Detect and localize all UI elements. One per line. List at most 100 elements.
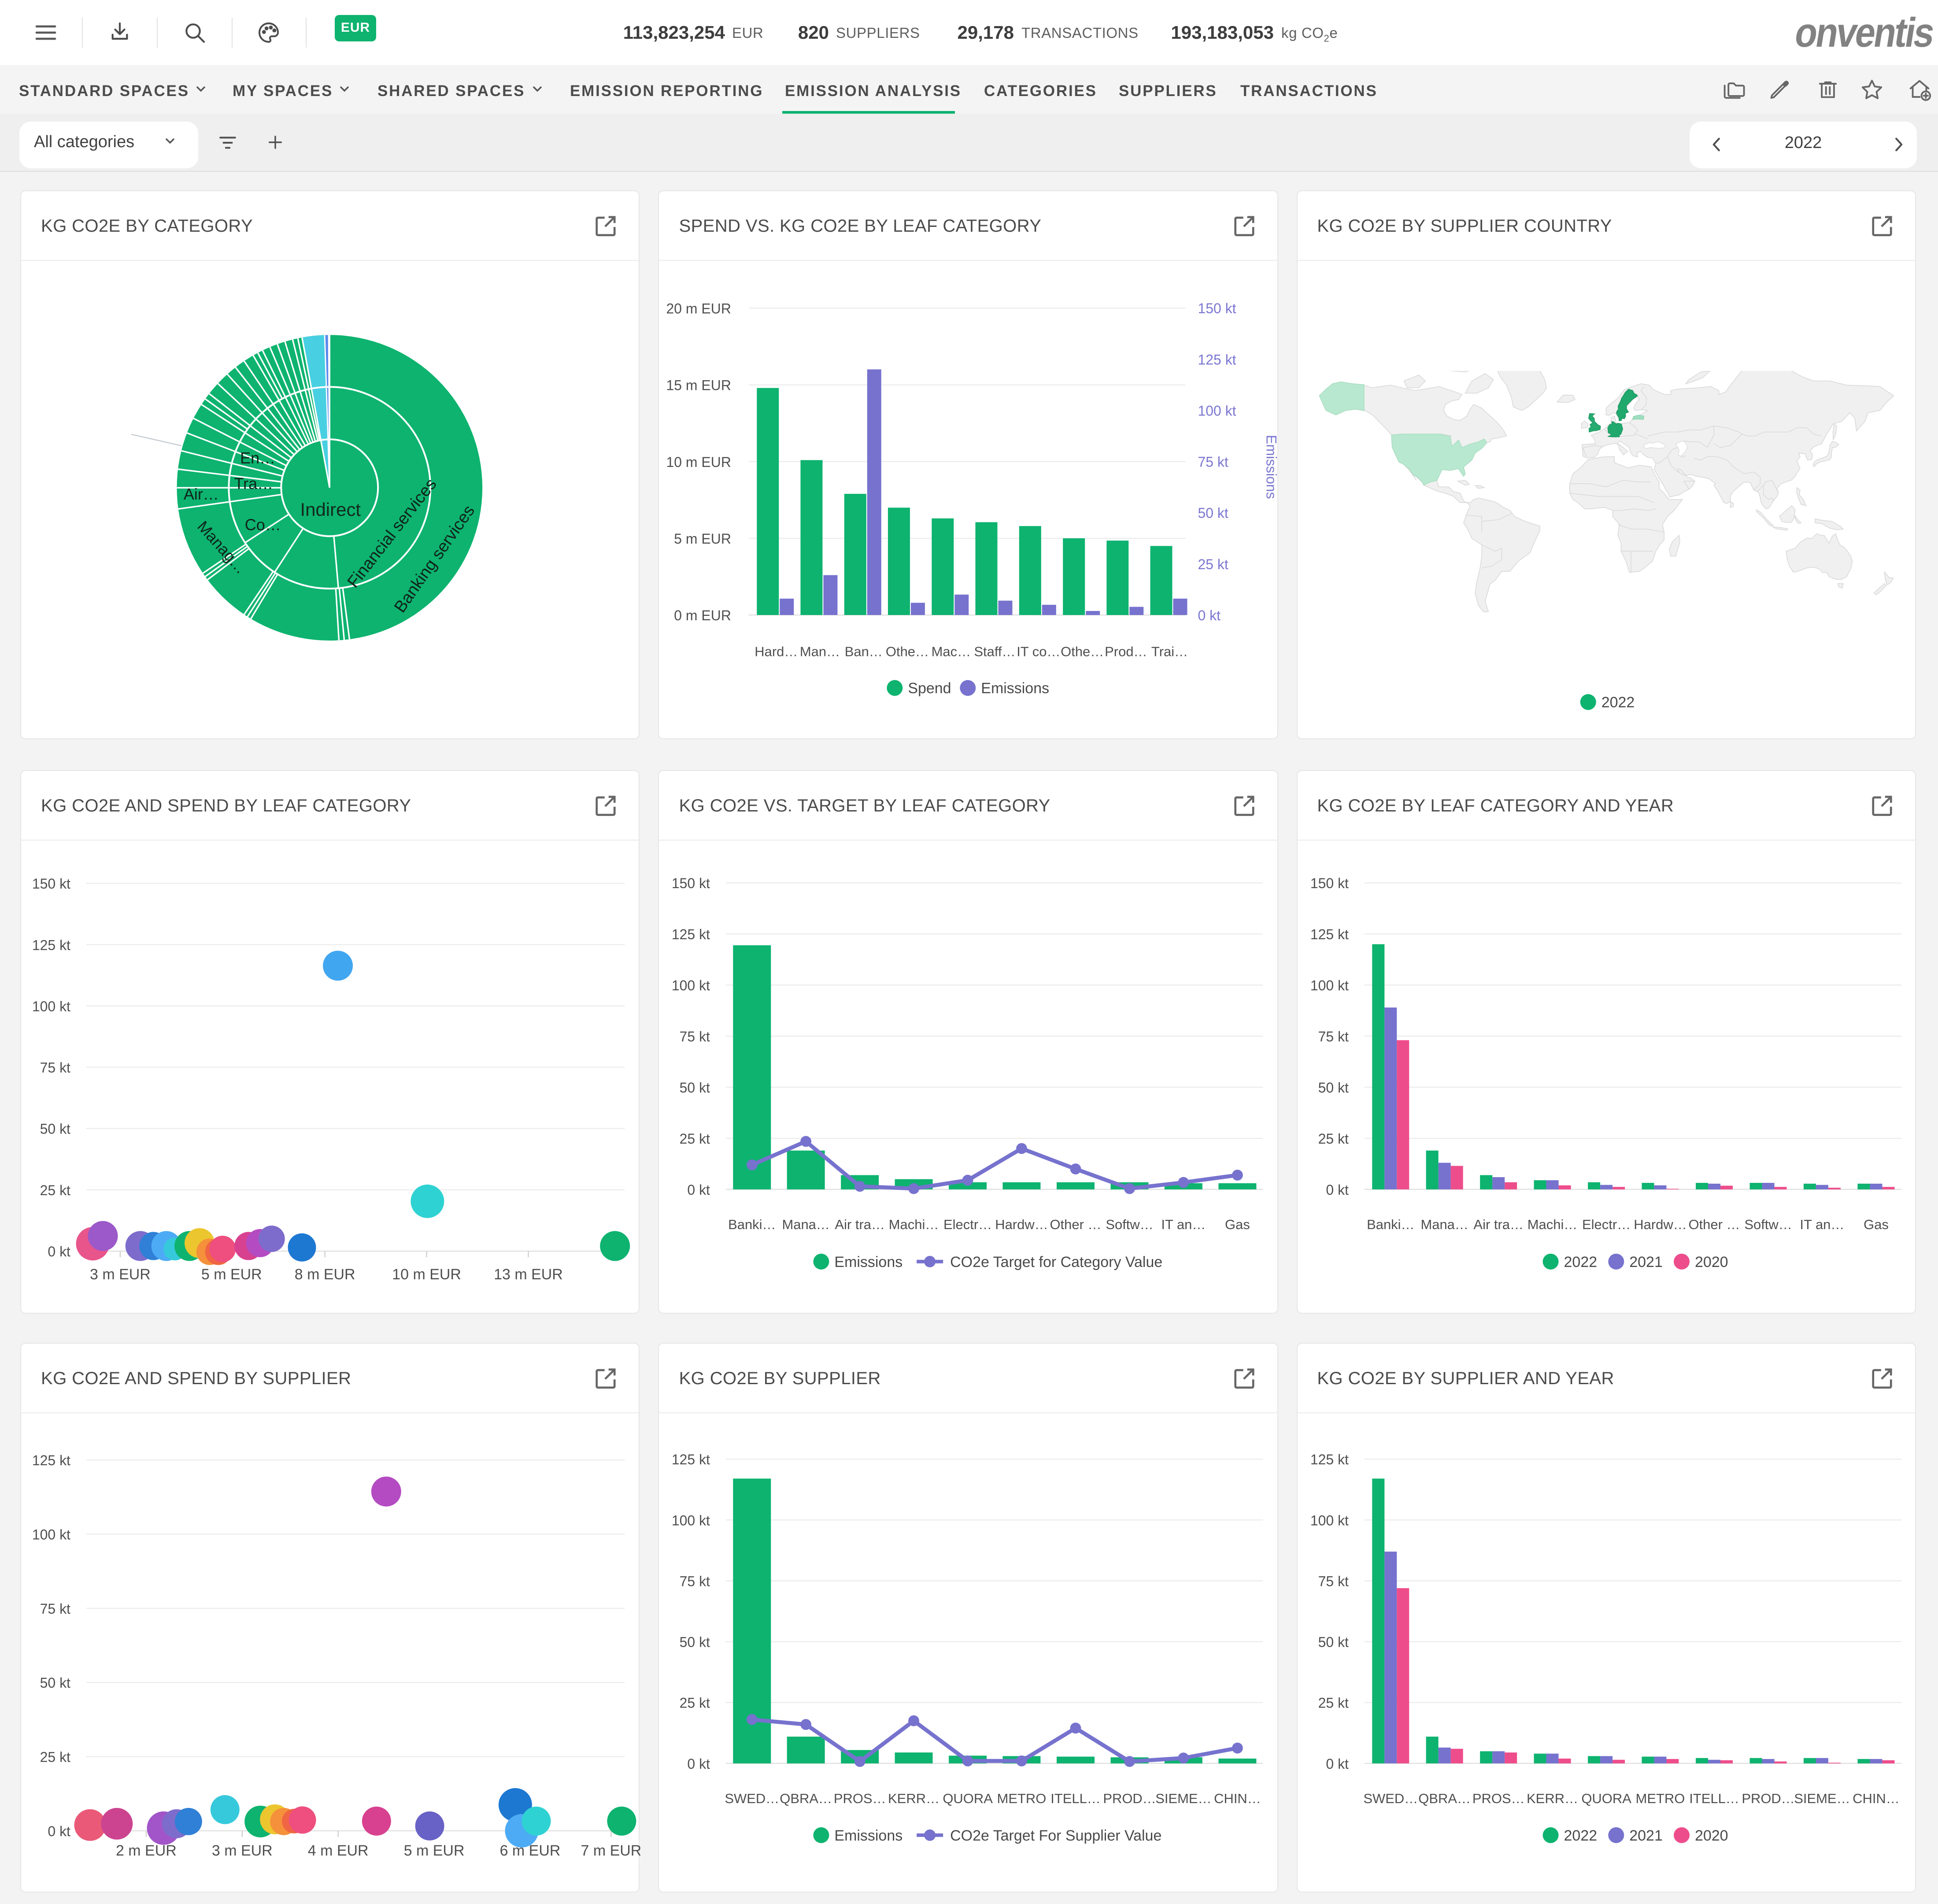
svg-text:0 m EUR: 0 m EUR (674, 608, 732, 623)
svg-text:13 m EUR: 13 m EUR (494, 1266, 563, 1282)
svg-text:150 kt: 150 kt (672, 875, 710, 891)
svg-text:75 kt: 75 kt (40, 1059, 70, 1075)
svg-text:10 m EUR: 10 m EUR (666, 454, 731, 470)
svg-text:SWED…: SWED… (1363, 1790, 1418, 1806)
svg-text:7 m EUR: 7 m EUR (581, 1842, 640, 1859)
svg-text:Othe…: Othe… (886, 644, 929, 659)
svg-text:150 kt: 150 kt (1198, 300, 1236, 316)
svg-text:Emissions: Emissions (835, 1827, 903, 1844)
svg-text:ITELL…: ITELL… (1051, 1790, 1101, 1806)
svg-text:125 kt: 125 kt (1198, 352, 1236, 367)
svg-text:25 kt: 25 kt (1198, 556, 1228, 572)
svg-text:50 kt: 50 kt (1198, 505, 1228, 521)
svg-text:En…: En… (240, 449, 275, 467)
svg-text:SIEME…: SIEME… (1156, 1790, 1212, 1806)
svg-text:KERR…: KERR… (888, 1790, 940, 1806)
svg-text:SWED…: SWED… (725, 1790, 780, 1806)
svg-text:Banki…: Banki… (729, 1216, 776, 1232)
svg-text:4 m EUR: 4 m EUR (308, 1842, 369, 1859)
svg-text:QBRA…: QBRA… (780, 1790, 832, 1806)
svg-text:Ban…: Ban… (845, 644, 883, 659)
svg-text:Prod…: Prod… (1105, 644, 1147, 659)
svg-text:125 kt: 125 kt (672, 1451, 710, 1467)
svg-text:Air tra…: Air tra… (1473, 1216, 1524, 1232)
svg-text:Spend: Spend (908, 680, 951, 697)
svg-text:Hard…: Hard… (755, 644, 798, 659)
svg-text:METRO: METRO (1635, 1790, 1685, 1806)
svg-text:PROD…: PROD… (1103, 1790, 1156, 1806)
svg-text:20 m EUR: 20 m EUR (666, 301, 731, 317)
svg-text:100 kt: 100 kt (672, 977, 710, 993)
svg-text:125 kt: 125 kt (1310, 926, 1348, 942)
svg-text:50 kt: 50 kt (40, 1674, 70, 1690)
svg-text:QUORA: QUORA (1581, 1790, 1631, 1806)
svg-text:Co…: Co… (245, 516, 281, 534)
svg-text:50 kt: 50 kt (1318, 1634, 1348, 1650)
svg-text:PROS…: PROS… (834, 1790, 886, 1806)
svg-text:8 m EUR: 8 m EUR (295, 1266, 355, 1282)
svg-text:Mana…: Mana… (782, 1216, 830, 1232)
svg-text:5 m EUR: 5 m EUR (201, 1266, 262, 1282)
svg-text:METRO: METRO (997, 1790, 1047, 1806)
svg-text:Othe…: Othe… (1061, 644, 1104, 659)
svg-text:Emissions: Emissions (1264, 435, 1279, 499)
svg-text:25 kt: 25 kt (40, 1748, 70, 1764)
svg-text:Emissions: Emissions (981, 680, 1050, 697)
svg-text:0 kt: 0 kt (688, 1756, 710, 1771)
svg-text:Softw…: Softw… (1744, 1216, 1792, 1232)
svg-text:10 m EUR: 10 m EUR (392, 1266, 461, 1282)
svg-text:KERR…: KERR… (1526, 1790, 1578, 1806)
svg-text:2021: 2021 (1629, 1253, 1663, 1270)
svg-text:CHIN…: CHIN… (1852, 1790, 1899, 1806)
svg-text:25 kt: 25 kt (40, 1182, 70, 1198)
svg-text:50 kt: 50 kt (680, 1079, 710, 1095)
svg-text:IT co…: IT co… (1017, 644, 1061, 659)
svg-text:SIEME…: SIEME… (1794, 1790, 1850, 1806)
svg-text:75 kt: 75 kt (680, 1573, 710, 1589)
svg-text:CHIN…: CHIN… (1214, 1790, 1261, 1806)
svg-text:100 kt: 100 kt (1310, 1512, 1348, 1528)
svg-text:50 kt: 50 kt (1318, 1079, 1348, 1095)
svg-text:Mac…: Mac… (932, 644, 971, 659)
svg-text:PROD…: PROD… (1742, 1790, 1794, 1806)
svg-text:Gas: Gas (1863, 1216, 1888, 1232)
svg-text:100 kt: 100 kt (32, 1526, 70, 1542)
svg-text:CO2e Target For Supplier Value: CO2e Target For Supplier Value (951, 1827, 1162, 1844)
svg-text:25 kt: 25 kt (1318, 1695, 1348, 1711)
svg-text:0 kt: 0 kt (48, 1243, 70, 1259)
svg-text:75 kt: 75 kt (1318, 1028, 1348, 1044)
svg-text:ITELL…: ITELL… (1689, 1790, 1739, 1806)
svg-text:3 m EUR: 3 m EUR (90, 1266, 151, 1282)
svg-text:Indirect: Indirect (300, 499, 361, 520)
svg-text:Trai…: Trai… (1152, 644, 1188, 659)
svg-text:IT an…: IT an… (1800, 1216, 1844, 1232)
svg-text:75 kt: 75 kt (1198, 454, 1228, 470)
svg-text:100 kt: 100 kt (1198, 403, 1236, 419)
svg-text:100 kt: 100 kt (672, 1512, 710, 1528)
svg-text:PROS…: PROS… (1472, 1790, 1524, 1806)
svg-text:75 kt: 75 kt (40, 1600, 70, 1616)
svg-text:2022: 2022 (1601, 694, 1635, 711)
svg-text:2021: 2021 (1629, 1827, 1663, 1844)
svg-text:CO2e Target for Category Value: CO2e Target for Category Value (951, 1253, 1163, 1270)
svg-text:0 kt: 0 kt (48, 1823, 70, 1839)
svg-text:Softw…: Softw… (1106, 1216, 1154, 1232)
svg-text:Other …: Other … (1050, 1216, 1102, 1232)
svg-text:25 kt: 25 kt (680, 1130, 710, 1146)
svg-text:Staff…: Staff… (974, 644, 1016, 659)
svg-text:QUORA: QUORA (943, 1790, 993, 1806)
svg-text:2 m EUR: 2 m EUR (116, 1842, 177, 1859)
svg-text:15 m EUR: 15 m EUR (666, 378, 731, 393)
svg-text:75 kt: 75 kt (680, 1028, 710, 1044)
svg-text:Hardw…: Hardw… (995, 1216, 1048, 1232)
svg-text:Air tra…: Air tra… (835, 1216, 885, 1232)
svg-text:Man…: Man… (800, 644, 840, 659)
svg-text:125 kt: 125 kt (32, 1452, 70, 1468)
svg-text:Hardw…: Hardw… (1634, 1216, 1687, 1232)
svg-text:0 kt: 0 kt (1326, 1182, 1349, 1197)
svg-text:Electr…: Electr… (944, 1216, 992, 1232)
svg-text:QBRA…: QBRA… (1418, 1790, 1471, 1806)
svg-text:Electr…: Electr… (1582, 1216, 1630, 1232)
svg-text:125 kt: 125 kt (672, 926, 710, 942)
svg-text:Machi…: Machi… (1527, 1216, 1577, 1232)
